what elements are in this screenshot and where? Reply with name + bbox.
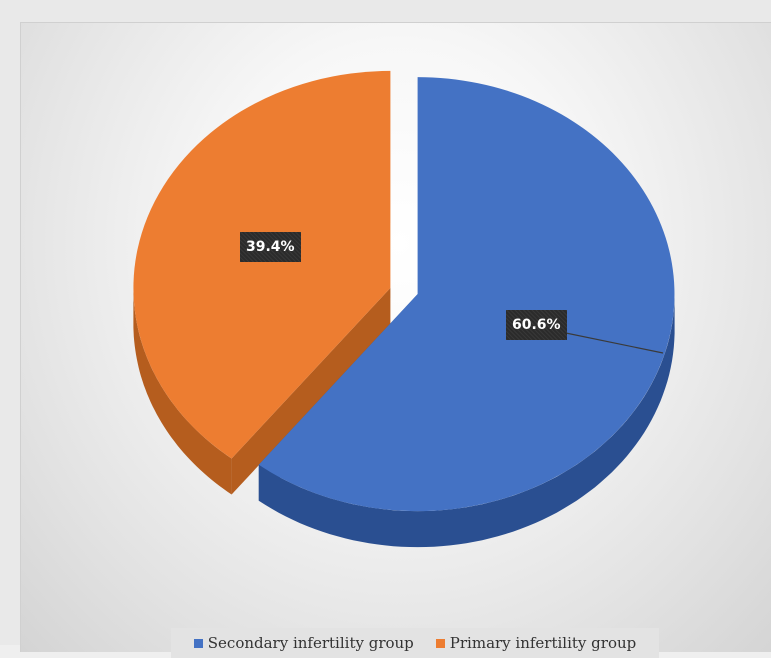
data-label-secondary: 60.6%	[506, 310, 567, 340]
legend: Secondary infertility group Primary infe…	[171, 628, 659, 658]
legend-label-primary: Primary infertility group	[450, 634, 636, 652]
legend-swatch-primary	[436, 639, 445, 648]
legend-label-secondary: Secondary infertility group	[208, 634, 414, 652]
chart-area: 39.4% 60.6% Secondary infertility group …	[20, 22, 771, 652]
legend-swatch-secondary	[194, 639, 203, 648]
pie-chart	[21, 23, 771, 652]
data-label-primary: 39.4%	[240, 232, 301, 262]
legend-entry-primary: Primary infertility group	[436, 634, 636, 652]
legend-entry-secondary: Secondary infertility group	[194, 634, 414, 652]
